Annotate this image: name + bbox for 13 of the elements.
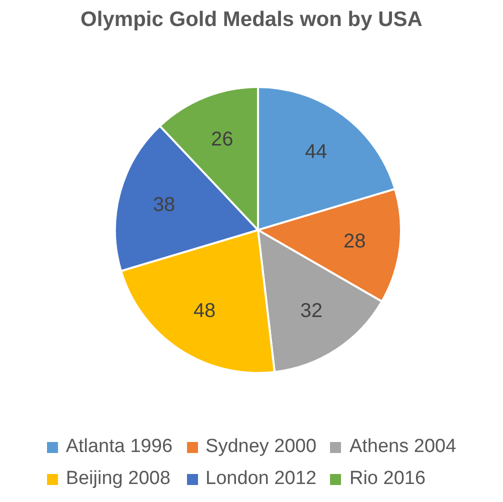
legend-label: London 2012 <box>206 468 316 490</box>
data-label: 48 <box>193 300 216 322</box>
chart-title: Olympic Gold Medals won by USA <box>80 8 424 33</box>
data-label: 28 <box>343 230 366 252</box>
legend-label: Beijing 2008 <box>66 468 170 490</box>
data-label: 38 <box>152 194 176 216</box>
data-label: 44 <box>304 141 328 163</box>
legend-label: Rio 2016 <box>349 468 426 490</box>
legend-label: Atlanta 1996 <box>66 436 173 458</box>
legend-label: Sydney 2000 <box>206 436 316 458</box>
data-label: 26 <box>210 128 234 151</box>
data-label: 32 <box>300 300 323 322</box>
legend-label: Athens 2004 <box>349 436 456 458</box>
